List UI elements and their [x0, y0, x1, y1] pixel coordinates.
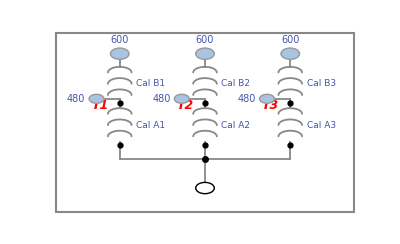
Text: 600: 600: [281, 35, 300, 45]
Text: Cal B2: Cal B2: [222, 79, 250, 88]
Text: Cal A1: Cal A1: [136, 121, 165, 130]
Circle shape: [89, 94, 104, 103]
Text: Cal A3: Cal A3: [307, 121, 336, 130]
Text: 480: 480: [238, 94, 256, 104]
Circle shape: [260, 94, 274, 103]
Text: N: N: [202, 183, 208, 193]
Text: 600: 600: [196, 35, 214, 45]
Circle shape: [196, 48, 214, 59]
Text: Cal B3: Cal B3: [307, 79, 336, 88]
Circle shape: [110, 48, 129, 59]
Text: T2: T2: [176, 99, 194, 112]
Text: 480: 480: [152, 94, 170, 104]
Circle shape: [174, 94, 189, 103]
Text: 480: 480: [67, 94, 85, 104]
Circle shape: [196, 183, 214, 194]
Text: 600: 600: [110, 35, 129, 45]
Text: Cal B1: Cal B1: [136, 79, 165, 88]
Text: Cal A2: Cal A2: [222, 121, 250, 130]
FancyBboxPatch shape: [56, 33, 354, 212]
Circle shape: [281, 48, 300, 59]
Text: T3: T3: [262, 99, 279, 112]
Text: T1: T1: [91, 99, 108, 112]
